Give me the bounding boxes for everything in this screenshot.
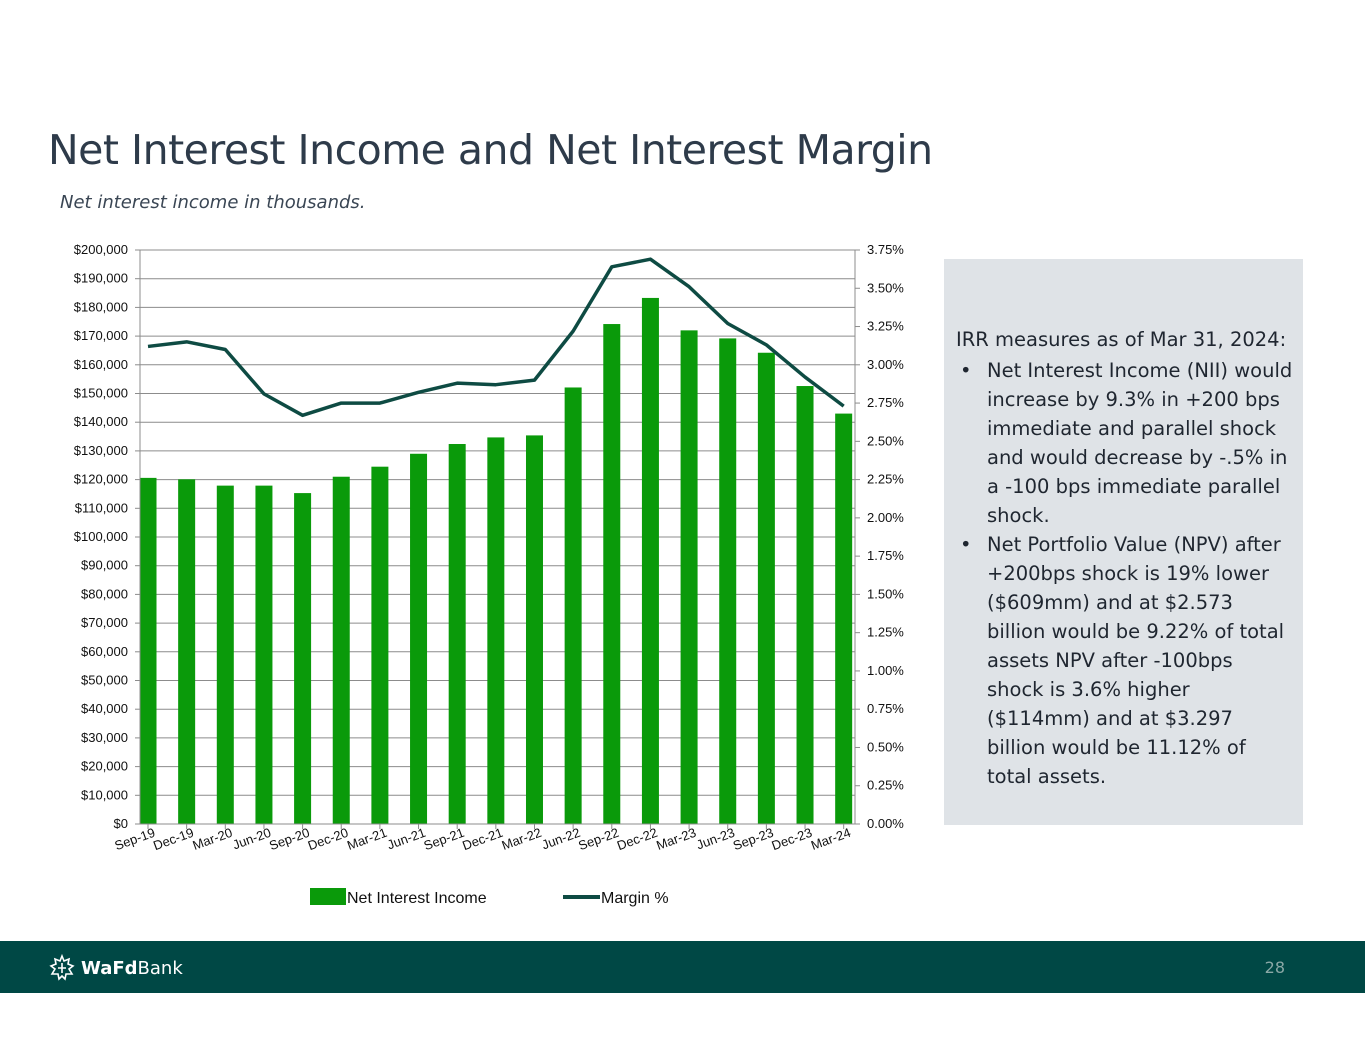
left-tick-label: $10,000 <box>81 787 128 802</box>
left-tick-label: $200,000 <box>74 242 128 257</box>
legend-label-nii: Net Interest Income <box>347 890 487 907</box>
left-tick-label: $50,000 <box>81 673 128 688</box>
bar-net-interest-income <box>294 493 312 824</box>
bar-net-interest-income <box>255 485 273 824</box>
irr-bullet-nii-text: Net Interest Income (NII) would increase… <box>987 359 1293 527</box>
page-number: 28 <box>1264 958 1285 977</box>
left-tick-label: $140,000 <box>74 414 128 429</box>
x-tick-label: Mar-22 <box>500 825 544 853</box>
x-tick-label: Dec-21 <box>460 825 505 853</box>
left-tick-label: $40,000 <box>81 701 128 716</box>
logo-wordmark-regular: Bank <box>137 957 183 979</box>
bar-net-interest-income <box>371 466 389 824</box>
right-tick-label: 2.25% <box>867 472 904 487</box>
bar-net-interest-income <box>680 330 698 824</box>
left-tick-label: $110,000 <box>75 500 128 515</box>
bar-net-interest-income <box>448 444 466 824</box>
bar-net-interest-income <box>719 338 737 824</box>
left-tick-label: $90,000 <box>81 558 128 573</box>
right-tick-label: 2.75% <box>867 395 904 410</box>
x-tick-label: Mar-20 <box>190 825 234 853</box>
right-tick-label: 0.00% <box>867 816 904 831</box>
right-tick-label: 0.50% <box>867 739 904 754</box>
margin-line <box>147 257 845 418</box>
bar-net-interest-income <box>525 435 543 824</box>
right-tick-label: 1.25% <box>867 625 904 640</box>
left-tick-label: $160,000 <box>74 357 128 372</box>
legend-swatch-nii <box>310 888 346 905</box>
bullet-marker: • <box>960 533 972 556</box>
x-tick-label: Mar-24 <box>809 825 853 853</box>
bar-net-interest-income <box>216 485 234 824</box>
left-tick-label: $120,000 <box>74 472 128 487</box>
right-tick-label: 3.50% <box>867 280 904 295</box>
right-tick-label: 1.50% <box>867 586 904 601</box>
left-tick-label: $70,000 <box>81 615 128 630</box>
left-tick-label: $60,000 <box>81 644 128 659</box>
bar-net-interest-income <box>332 476 350 824</box>
irr-panel: IRR measures as of Mar 31, 2024: • Net I… <box>944 259 1303 825</box>
right-tick-label: 3.00% <box>867 357 904 372</box>
right-tick-label: 2.50% <box>867 433 904 448</box>
left-tick-label: $150,000 <box>74 386 128 401</box>
bar-net-interest-income <box>835 413 853 824</box>
line-margin-percent <box>147 257 845 418</box>
left-tick-label: $80,000 <box>81 586 128 601</box>
bar-net-interest-income <box>139 477 157 824</box>
right-tick-label: 3.25% <box>867 319 904 334</box>
left-tick-label: $30,000 <box>81 730 128 745</box>
left-tick-label: $100,000 <box>74 529 128 544</box>
left-tick-label: $0 <box>114 816 128 831</box>
right-tick-label: 0.75% <box>867 701 904 716</box>
wafd-logo: WaFd Bank <box>47 953 183 983</box>
bar-net-interest-income <box>410 453 428 824</box>
bar-net-interest-income <box>487 437 505 824</box>
left-tick-label: $20,000 <box>81 759 128 774</box>
bar-net-interest-income <box>796 386 814 824</box>
footer-bar: WaFd Bank 28 <box>0 941 1365 993</box>
right-tick-label: 0.25% <box>867 778 904 793</box>
x-tick-label: Mar-21 <box>345 825 389 853</box>
wheat-logo-icon <box>49 953 75 981</box>
legend-label-margin: Margin % <box>601 890 669 907</box>
irr-bullet-npv: • Net Portfolio Value (NPV) after +200bp… <box>956 530 1293 791</box>
bar-net-interest-income <box>178 479 196 824</box>
bar-net-interest-income <box>641 297 659 824</box>
irr-bullet-nii: • Net Interest Income (NII) would increa… <box>956 356 1293 530</box>
right-tick-label: 3.75% <box>867 242 904 257</box>
x-tick-label: Mar-23 <box>654 825 698 853</box>
irr-bullet-npv-text: Net Portfolio Value (NPV) after +200bps … <box>987 533 1285 788</box>
right-tick-label: 2.00% <box>867 510 904 525</box>
bar-net-interest-income <box>603 324 621 824</box>
x-tick-label: Dec-19 <box>151 825 196 853</box>
nii-margin-chart: $0 $10,000 $20,000 $30,000 $40,000 $50,000 $60… <box>74 242 905 907</box>
logo-wordmark-bold: WaFd <box>81 957 138 979</box>
slide-title: Net Interest Income and Net Interest Mar… <box>48 126 933 174</box>
bullet-marker: • <box>960 359 972 382</box>
left-tick-label: $170,000 <box>74 328 128 343</box>
left-tick-label: $180,000 <box>74 299 128 314</box>
chart-subtitle: Net interest income in thousands. <box>60 192 366 213</box>
irr-bullets: • Net Interest Income (NII) would increa… <box>956 356 1293 791</box>
bar-net-interest-income <box>564 387 582 824</box>
right-tick-label: 1.75% <box>867 548 904 563</box>
left-tick-label: $130,000 <box>74 443 128 458</box>
x-tick-label: Dec-23 <box>770 825 815 853</box>
right-tick-label: 1.00% <box>867 663 904 678</box>
left-tick-label: $190,000 <box>74 271 128 286</box>
irr-heading: IRR measures as of Mar 31, 2024: <box>956 328 1287 351</box>
legend: Net Interest Income Margin % <box>310 888 669 907</box>
x-tick-label: Dec-22 <box>615 825 660 853</box>
x-tick-label: Dec-20 <box>306 825 351 853</box>
bars <box>139 297 853 824</box>
bar-net-interest-income <box>757 352 775 824</box>
